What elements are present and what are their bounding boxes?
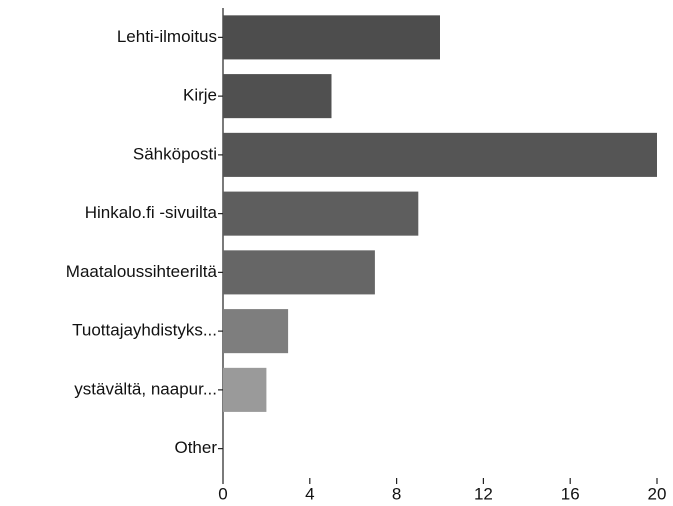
- y-tick-label: Maataloussihteeriltä: [66, 262, 218, 281]
- bar: [223, 309, 289, 354]
- bar: [223, 74, 332, 119]
- y-tick-label: Lehti-ilmoitus: [117, 27, 217, 46]
- y-tick-label: Tuottajayhdistyks...: [72, 321, 217, 340]
- y-tick-label: Kirje: [183, 86, 217, 105]
- x-tick-label: 12: [474, 484, 493, 503]
- y-tick-label: Hinkalo.fi -sivuilta: [85, 203, 218, 222]
- bar: [223, 191, 419, 236]
- y-tick-label: Sähköposti: [133, 144, 217, 163]
- x-tick-label: 16: [561, 484, 580, 503]
- y-tick-label: Other: [174, 438, 217, 457]
- x-tick-label: 20: [648, 484, 667, 503]
- x-tick-label: 4: [305, 484, 314, 503]
- x-tick-label: 8: [392, 484, 401, 503]
- x-tick-label: 0: [218, 484, 227, 503]
- bar: [223, 250, 375, 295]
- bar: [223, 15, 440, 60]
- bar: [223, 367, 267, 412]
- bar: [223, 132, 657, 177]
- y-tick-label: ystävältä, naapur...: [74, 379, 217, 398]
